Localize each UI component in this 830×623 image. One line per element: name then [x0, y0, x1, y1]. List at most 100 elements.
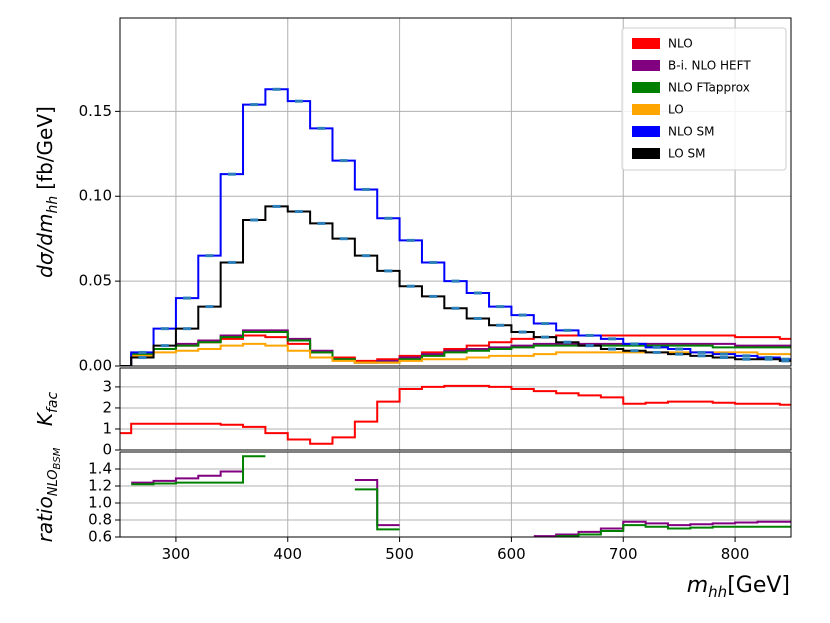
- error-marker: [406, 284, 415, 288]
- error-marker: [183, 296, 192, 300]
- error-marker: [719, 352, 728, 356]
- y-tick-label: 0: [102, 441, 112, 459]
- error-marker: [764, 356, 773, 360]
- axes-frame: [119, 367, 792, 451]
- error-marker: [473, 316, 482, 320]
- step-line: [131, 470, 791, 537]
- step-line: [131, 455, 791, 537]
- y-tick-label: 0.6: [88, 528, 112, 546]
- error-marker: [362, 187, 371, 191]
- label-part: dσ/dm: [33, 214, 57, 278]
- error-marker: [362, 254, 371, 258]
- error-marker: [608, 347, 617, 351]
- step-line: [120, 384, 791, 445]
- error-marker: [764, 357, 773, 361]
- label-part: NLO: [46, 469, 61, 496]
- x-tick-label: 700: [609, 545, 638, 563]
- error-marker: [518, 330, 527, 334]
- legend-label: NLO FTapprox: [668, 81, 750, 95]
- error-marker: [384, 216, 393, 220]
- error-marker: [630, 342, 639, 346]
- error-marker: [250, 218, 259, 222]
- error-marker: [317, 221, 326, 225]
- legend-label: LO SM: [668, 147, 706, 161]
- y-tick-label: 1.2: [88, 477, 112, 495]
- y-tick-label: 1: [102, 419, 112, 437]
- legend-swatch: [632, 60, 660, 71]
- error-marker: [406, 238, 415, 242]
- error-marker: [585, 344, 594, 348]
- legend-swatch: [632, 82, 660, 93]
- error-marker: [294, 210, 303, 214]
- label-part: hh: [45, 196, 61, 214]
- error-marker: [563, 340, 572, 344]
- error-marker: [518, 313, 527, 317]
- legend: NLO B-i. NLO HEFT NLO FTapprox LO NLO SM LO S…: [621, 27, 787, 171]
- error-marker: [272, 204, 281, 208]
- legend-swatch: [632, 38, 660, 49]
- label-part: ratio: [33, 496, 57, 542]
- legend-box: [621, 27, 787, 171]
- y-axis-label: Kfac: [33, 392, 61, 427]
- legend-swatch: [632, 148, 660, 159]
- label-part: BSM: [52, 447, 63, 469]
- error-marker: [781, 359, 790, 363]
- x-tick-label: 300: [162, 545, 191, 563]
- error-marker: [317, 126, 326, 130]
- error-marker: [630, 349, 639, 353]
- error-marker: [652, 350, 661, 354]
- legend-label: B-i. NLO HEFT: [668, 59, 751, 73]
- error-marker: [429, 260, 438, 264]
- error-marker: [339, 237, 348, 241]
- x-tick-label: 400: [273, 545, 302, 563]
- error-marker: [339, 159, 348, 163]
- error-marker: [652, 345, 661, 349]
- error-marker: [205, 254, 214, 258]
- error-marker: [138, 356, 147, 360]
- error-marker: [160, 344, 169, 348]
- error-marker: [585, 333, 594, 337]
- label-part: hh: [708, 583, 727, 601]
- step-line: [120, 342, 791, 366]
- error-marker: [451, 306, 460, 310]
- legend-swatch: [632, 104, 660, 115]
- error-marker: [781, 357, 790, 361]
- y-tick-label: 0.15: [79, 102, 112, 120]
- error-marker: [675, 347, 684, 351]
- x-tick-label: 800: [721, 545, 750, 563]
- label-part: [GeV]: [727, 573, 790, 598]
- error-marker: [496, 323, 505, 327]
- y-tick-label: 0.8: [88, 511, 112, 529]
- error-marker: [160, 327, 169, 331]
- legend-label: LO: [668, 103, 684, 117]
- error-marker: [540, 335, 549, 339]
- error-marker: [675, 352, 684, 356]
- label-part: fac: [45, 392, 61, 414]
- axes-frame: [119, 17, 792, 367]
- error-marker: [384, 269, 393, 273]
- error-marker: [227, 172, 236, 176]
- error-marker: [563, 328, 572, 332]
- step-line: [120, 205, 791, 366]
- error-marker: [742, 354, 751, 358]
- label-part: [fb/GeV]: [33, 106, 57, 190]
- error-marker: [272, 87, 281, 91]
- error-marker: [250, 103, 259, 107]
- y-tick-label: 1.0: [88, 494, 112, 512]
- step-line: [120, 331, 791, 366]
- error-marker: [451, 279, 460, 283]
- x-tick-label: 600: [497, 545, 526, 563]
- y-tick-label: 0.00: [79, 357, 112, 375]
- x-tick-label: 500: [385, 545, 414, 563]
- error-marker: [540, 322, 549, 326]
- axes-frame: [119, 451, 792, 538]
- error-marker: [697, 350, 706, 354]
- error-marker: [496, 305, 505, 309]
- y-tick-label: 3: [102, 377, 112, 395]
- plot-area: [131, 455, 791, 537]
- legend-swatch: [632, 126, 660, 137]
- error-marker: [227, 260, 236, 264]
- plot-area: [120, 384, 791, 445]
- label-part: m: [687, 573, 708, 598]
